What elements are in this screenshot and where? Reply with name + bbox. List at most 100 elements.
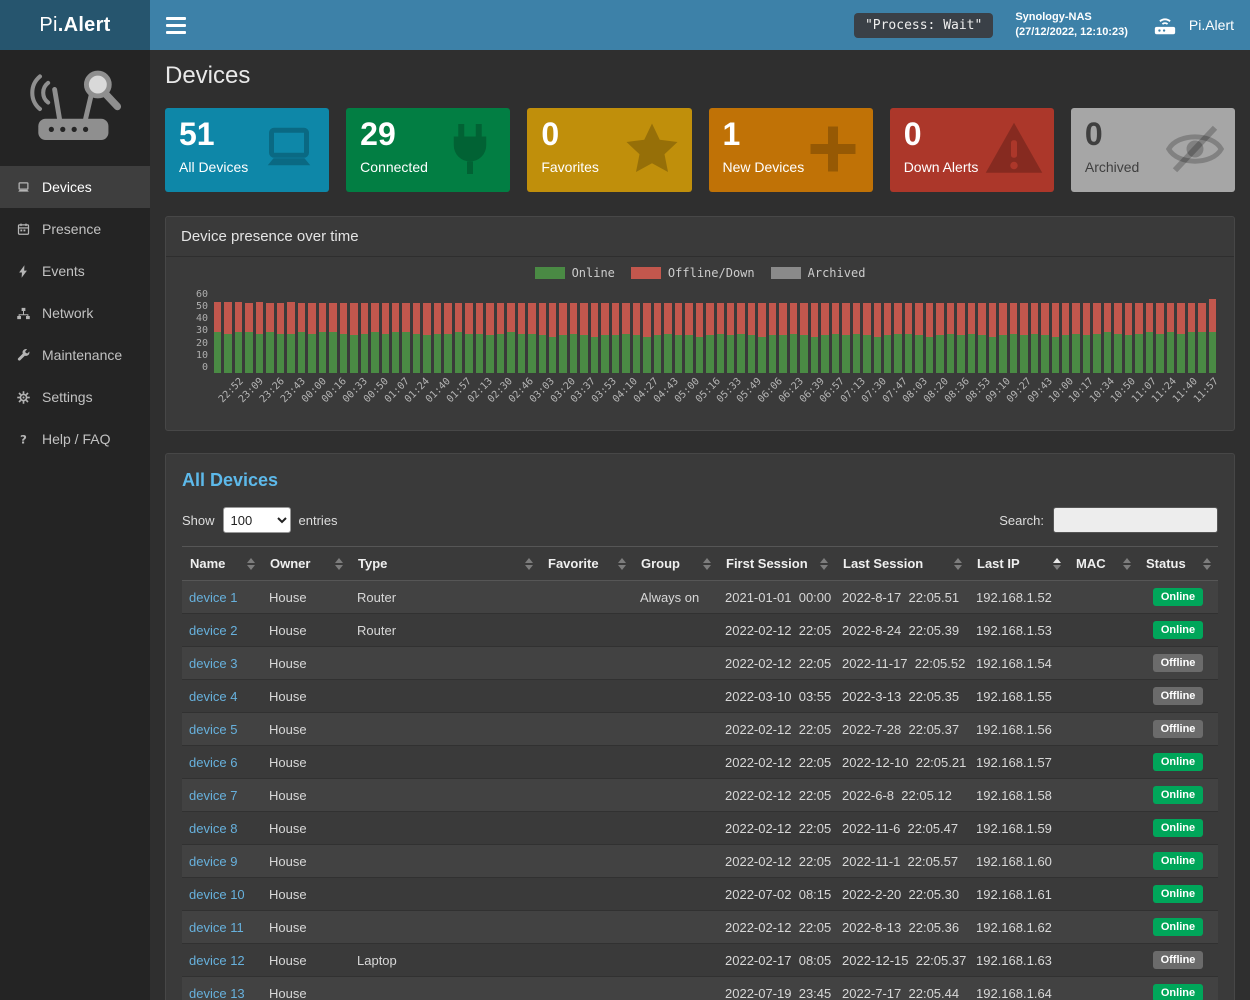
chart-bar bbox=[350, 289, 358, 373]
status-cell: Online bbox=[1138, 580, 1218, 614]
x-tick: 02:46 bbox=[507, 376, 536, 424]
group-cell bbox=[633, 910, 718, 944]
chart-bar bbox=[726, 289, 735, 373]
x-tick: 23:26 bbox=[258, 376, 287, 424]
column-header-last-session[interactable]: Last Session bbox=[835, 546, 969, 581]
column-header-first-session[interactable]: First Session bbox=[718, 546, 835, 581]
x-tick: 07:47 bbox=[880, 376, 909, 424]
chart-bar bbox=[821, 289, 829, 373]
card-value: 1 bbox=[722, 116, 741, 152]
summary-card-connected[interactable]: 29 Connected bbox=[346, 108, 511, 192]
x-tick: 11:57 bbox=[1192, 376, 1221, 424]
last-ip-cell: 192.168.1.63 bbox=[969, 943, 1068, 977]
x-tick: 02:30 bbox=[486, 376, 515, 424]
last-ip-cell: 192.168.1.57 bbox=[969, 745, 1068, 779]
favorite-cell bbox=[540, 844, 633, 878]
chart-bar bbox=[863, 289, 871, 373]
chart-bar bbox=[1103, 289, 1112, 373]
device-name-link[interactable]: device 2 bbox=[182, 613, 262, 647]
device-name-link[interactable]: device 13 bbox=[182, 976, 262, 1000]
summary-card-all-devices[interactable]: 51 All Devices bbox=[165, 108, 330, 192]
device-name-link[interactable]: device 10 bbox=[182, 877, 262, 911]
sidebar-item-events[interactable]: Events bbox=[0, 250, 150, 292]
first-session-cell: 2022-07-02 08:15 bbox=[718, 877, 835, 911]
chart-bar bbox=[1051, 289, 1059, 373]
chart-bar bbox=[768, 289, 777, 373]
card-label: All Devices bbox=[179, 158, 249, 175]
chart-bar bbox=[433, 289, 442, 373]
status-cell: Online bbox=[1138, 811, 1218, 845]
chart-bar bbox=[643, 289, 651, 373]
chart-bar bbox=[486, 289, 494, 373]
card-value: 0 bbox=[1084, 116, 1103, 152]
device-name-link[interactable]: device 5 bbox=[182, 712, 262, 746]
column-header-last-ip[interactable]: Last IP bbox=[969, 546, 1068, 581]
x-tick: 01:57 bbox=[445, 376, 474, 424]
type-cell bbox=[350, 811, 540, 845]
device-name-link[interactable]: device 11 bbox=[182, 910, 262, 944]
last-ip-cell: 192.168.1.60 bbox=[969, 844, 1068, 878]
sidebar-item-maintenance[interactable]: Maintenance bbox=[0, 334, 150, 376]
sidebar-item-network[interactable]: Network bbox=[0, 292, 150, 334]
device-name-link[interactable]: device 9 bbox=[182, 844, 262, 878]
chart-bar bbox=[936, 289, 944, 373]
chart-bar bbox=[695, 289, 704, 373]
status-badge: Offline bbox=[1152, 654, 1204, 672]
column-header-group[interactable]: Group bbox=[633, 546, 718, 581]
sidebar-item-presence[interactable]: Presence bbox=[0, 208, 150, 250]
account-menu[interactable]: Pi.Alert bbox=[1150, 13, 1234, 37]
column-header-favorite[interactable]: Favorite bbox=[540, 546, 633, 581]
chart-bar bbox=[789, 289, 798, 373]
device-name-link[interactable]: device 6 bbox=[182, 745, 262, 779]
bolt-icon bbox=[15, 264, 31, 279]
summary-card-favorites[interactable]: 0 Favorites bbox=[527, 108, 692, 192]
table-row: device 4 House 2022-03-10 03:55 2022-3-13 2… bbox=[182, 679, 1218, 713]
column-header-owner[interactable]: Owner bbox=[262, 546, 350, 581]
status-cell: Online bbox=[1138, 910, 1218, 944]
sidebar-item-devices[interactable]: Devices bbox=[0, 166, 150, 208]
summary-card-down-alerts[interactable]: 0 Down Alerts bbox=[889, 108, 1054, 192]
summary-card-new-devices[interactable]: 1 New Devices bbox=[708, 108, 873, 192]
sidebar-toggle-icon[interactable] bbox=[166, 16, 186, 34]
device-name-link[interactable]: device 3 bbox=[182, 646, 262, 680]
summary-card-archived[interactable]: 0 Archived bbox=[1070, 108, 1236, 192]
last-ip-cell: 192.168.1.54 bbox=[969, 646, 1068, 680]
sidebar-item-settings[interactable]: Settings bbox=[0, 376, 150, 418]
chart-bar bbox=[747, 289, 756, 373]
sidebar-item-help-faq[interactable]: ? Help / FAQ bbox=[0, 418, 150, 460]
chart-bar bbox=[224, 289, 232, 373]
wrench-icon bbox=[15, 348, 31, 363]
device-name-link[interactable]: device 4 bbox=[182, 679, 262, 713]
device-name-link[interactable]: device 8 bbox=[182, 811, 262, 845]
x-tick: 11:07 bbox=[1129, 376, 1158, 424]
status-cell: Online bbox=[1138, 877, 1218, 911]
column-header-status[interactable]: Status bbox=[1138, 546, 1218, 581]
column-header-type[interactable]: Type bbox=[350, 546, 540, 581]
device-name-link[interactable]: device 7 bbox=[182, 778, 262, 812]
search-input[interactable] bbox=[1053, 507, 1218, 533]
status-cell: Offline bbox=[1138, 679, 1218, 713]
column-header-name[interactable]: Name bbox=[182, 546, 262, 581]
column-header-mac[interactable]: MAC bbox=[1068, 546, 1138, 581]
mac-cell bbox=[1068, 910, 1138, 944]
x-tick: 05:49 bbox=[735, 376, 764, 424]
device-name-link[interactable]: device 12 bbox=[182, 943, 262, 977]
chart-bar bbox=[580, 289, 588, 373]
card-value: 51 bbox=[179, 116, 215, 152]
chart-bar bbox=[842, 289, 850, 373]
entries-select[interactable]: 100 bbox=[222, 507, 291, 533]
nas-name: Synology-NAS bbox=[1015, 11, 1092, 24]
owner-cell: House bbox=[262, 580, 350, 614]
chart-bar bbox=[831, 289, 840, 373]
brand-logo[interactable]: Pi .Alert bbox=[0, 0, 150, 50]
chart-bar bbox=[978, 289, 986, 373]
chart-bar bbox=[685, 289, 693, 373]
status-badge: Online bbox=[1152, 621, 1204, 639]
table-row: device 3 House 2022-02-12 22:05 2022-11-17 … bbox=[182, 646, 1218, 680]
chart-bar bbox=[622, 289, 630, 373]
favorite-cell bbox=[540, 613, 633, 647]
device-name-link[interactable]: device 1 bbox=[182, 580, 262, 614]
status-badge: Online bbox=[1152, 753, 1204, 771]
x-tick: 23:09 bbox=[237, 376, 266, 424]
x-tick: 10:34 bbox=[1088, 376, 1117, 424]
